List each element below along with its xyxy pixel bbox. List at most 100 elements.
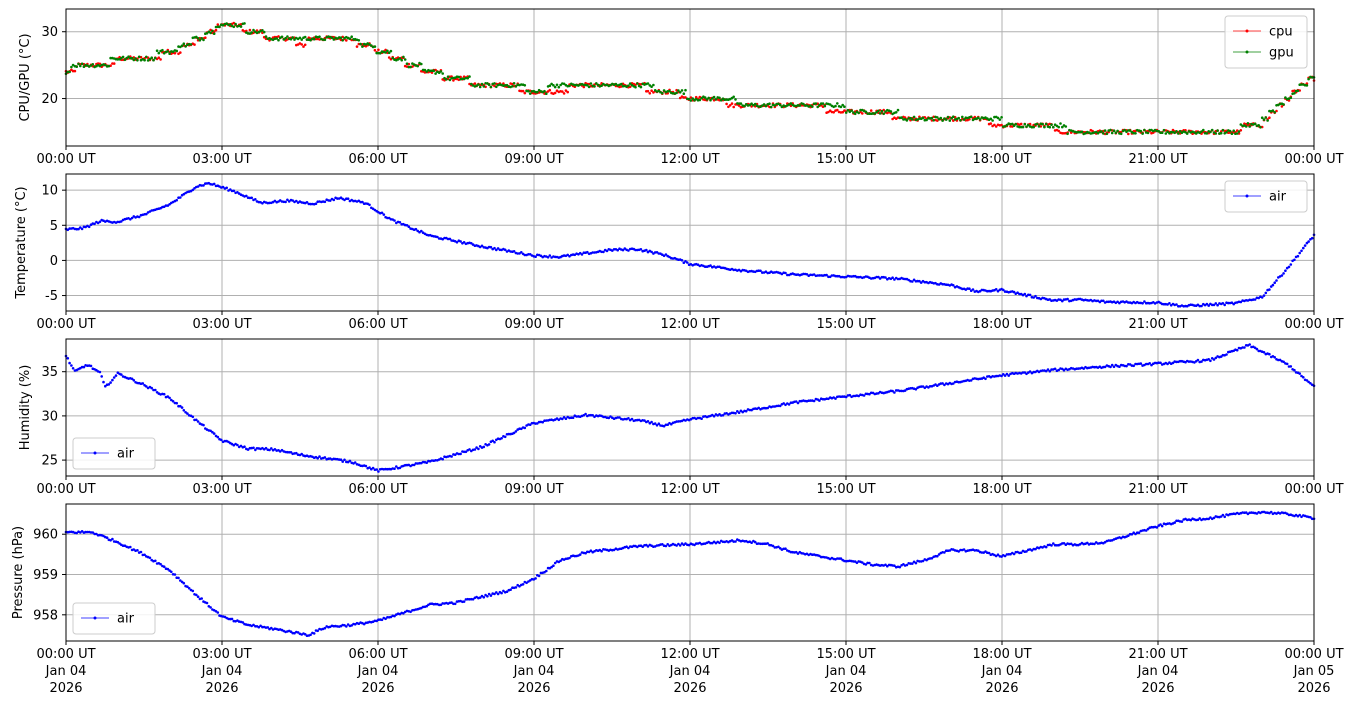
data-point xyxy=(1057,125,1060,129)
data-point xyxy=(143,58,146,62)
data-point xyxy=(719,99,723,102)
data-point xyxy=(1178,359,1182,363)
data-point xyxy=(918,279,921,283)
data-point xyxy=(766,406,769,410)
data-point xyxy=(300,43,304,46)
data-point xyxy=(277,38,280,42)
data-point xyxy=(232,25,236,29)
legend: air xyxy=(72,437,156,470)
data-point xyxy=(391,56,395,60)
data-point xyxy=(1287,265,1291,269)
y-axis-label: CPU/GPU (°C) xyxy=(18,33,33,121)
data-point xyxy=(639,248,643,251)
data-point xyxy=(243,445,246,449)
data-point xyxy=(132,379,136,382)
data-point xyxy=(512,431,516,435)
data-point xyxy=(525,581,528,585)
data-point xyxy=(1219,131,1223,135)
data-point xyxy=(562,416,566,419)
data-point xyxy=(737,104,741,107)
data-point xyxy=(861,112,864,115)
data-point xyxy=(312,632,316,635)
data-point xyxy=(212,432,216,435)
data-point xyxy=(1032,547,1035,551)
data-point xyxy=(891,389,894,393)
data-point xyxy=(145,55,148,59)
data-point xyxy=(455,241,459,244)
data-point xyxy=(757,406,760,410)
data-point xyxy=(1285,362,1289,366)
data-point xyxy=(1141,302,1144,305)
data-point xyxy=(345,625,348,628)
data-point xyxy=(580,253,584,256)
data-point xyxy=(648,84,652,87)
data-point xyxy=(568,84,571,88)
data-point xyxy=(591,414,594,417)
data-point xyxy=(464,450,468,454)
data-point xyxy=(684,88,687,92)
data-point xyxy=(66,357,70,360)
data-point xyxy=(1130,533,1134,536)
data-point xyxy=(1221,513,1225,517)
data-point xyxy=(1243,346,1246,349)
data-point xyxy=(943,383,946,387)
data-point xyxy=(1044,369,1048,373)
data-point xyxy=(721,414,725,417)
data-point xyxy=(987,551,991,555)
data-point xyxy=(739,409,743,413)
data-point xyxy=(562,82,566,86)
data-point xyxy=(712,414,716,418)
data-point xyxy=(703,96,707,99)
data-point xyxy=(71,367,75,370)
data-point xyxy=(1260,296,1264,299)
data-point xyxy=(452,602,455,606)
data-point xyxy=(309,633,312,637)
data-point xyxy=(561,90,564,93)
data-point xyxy=(1175,130,1178,133)
data-point xyxy=(821,102,825,105)
data-point xyxy=(1146,131,1150,135)
data-point xyxy=(209,429,212,433)
data-point xyxy=(936,119,939,122)
data-point xyxy=(805,273,809,276)
data-point xyxy=(505,83,509,87)
data-point xyxy=(1264,116,1268,119)
data-point xyxy=(994,125,998,128)
data-point xyxy=(836,102,839,105)
data-point xyxy=(487,83,491,86)
data-point xyxy=(548,84,552,87)
data-point xyxy=(361,45,364,48)
data-point xyxy=(1309,382,1312,385)
data-point xyxy=(582,251,586,254)
data-point xyxy=(1219,515,1223,518)
data-point xyxy=(553,85,557,89)
data-point xyxy=(991,119,994,122)
data-point xyxy=(936,116,939,119)
data-point xyxy=(1003,125,1007,128)
data-point xyxy=(120,373,123,376)
data-point xyxy=(1052,125,1055,129)
data-point xyxy=(361,200,364,204)
data-point xyxy=(709,264,712,267)
data-point xyxy=(1155,526,1159,529)
data-point xyxy=(98,220,102,224)
data-point xyxy=(1310,236,1314,240)
y-tick-label: 25 xyxy=(41,454,58,469)
data-point xyxy=(880,109,884,113)
x-tick-label: 15:00 UT xyxy=(816,317,875,332)
data-point xyxy=(1253,346,1257,350)
data-point xyxy=(573,83,577,87)
data-point xyxy=(1302,376,1305,379)
data-point xyxy=(1069,131,1073,134)
data-point xyxy=(894,111,898,114)
data-point xyxy=(730,102,734,105)
data-point xyxy=(380,211,384,215)
data-point xyxy=(952,115,955,118)
data-point xyxy=(1109,365,1112,369)
data-point xyxy=(646,82,650,85)
data-point xyxy=(359,200,362,204)
data-point xyxy=(468,75,471,78)
data-point xyxy=(314,202,318,205)
data-point xyxy=(268,448,271,452)
y-tick-label: 30 xyxy=(41,25,58,40)
